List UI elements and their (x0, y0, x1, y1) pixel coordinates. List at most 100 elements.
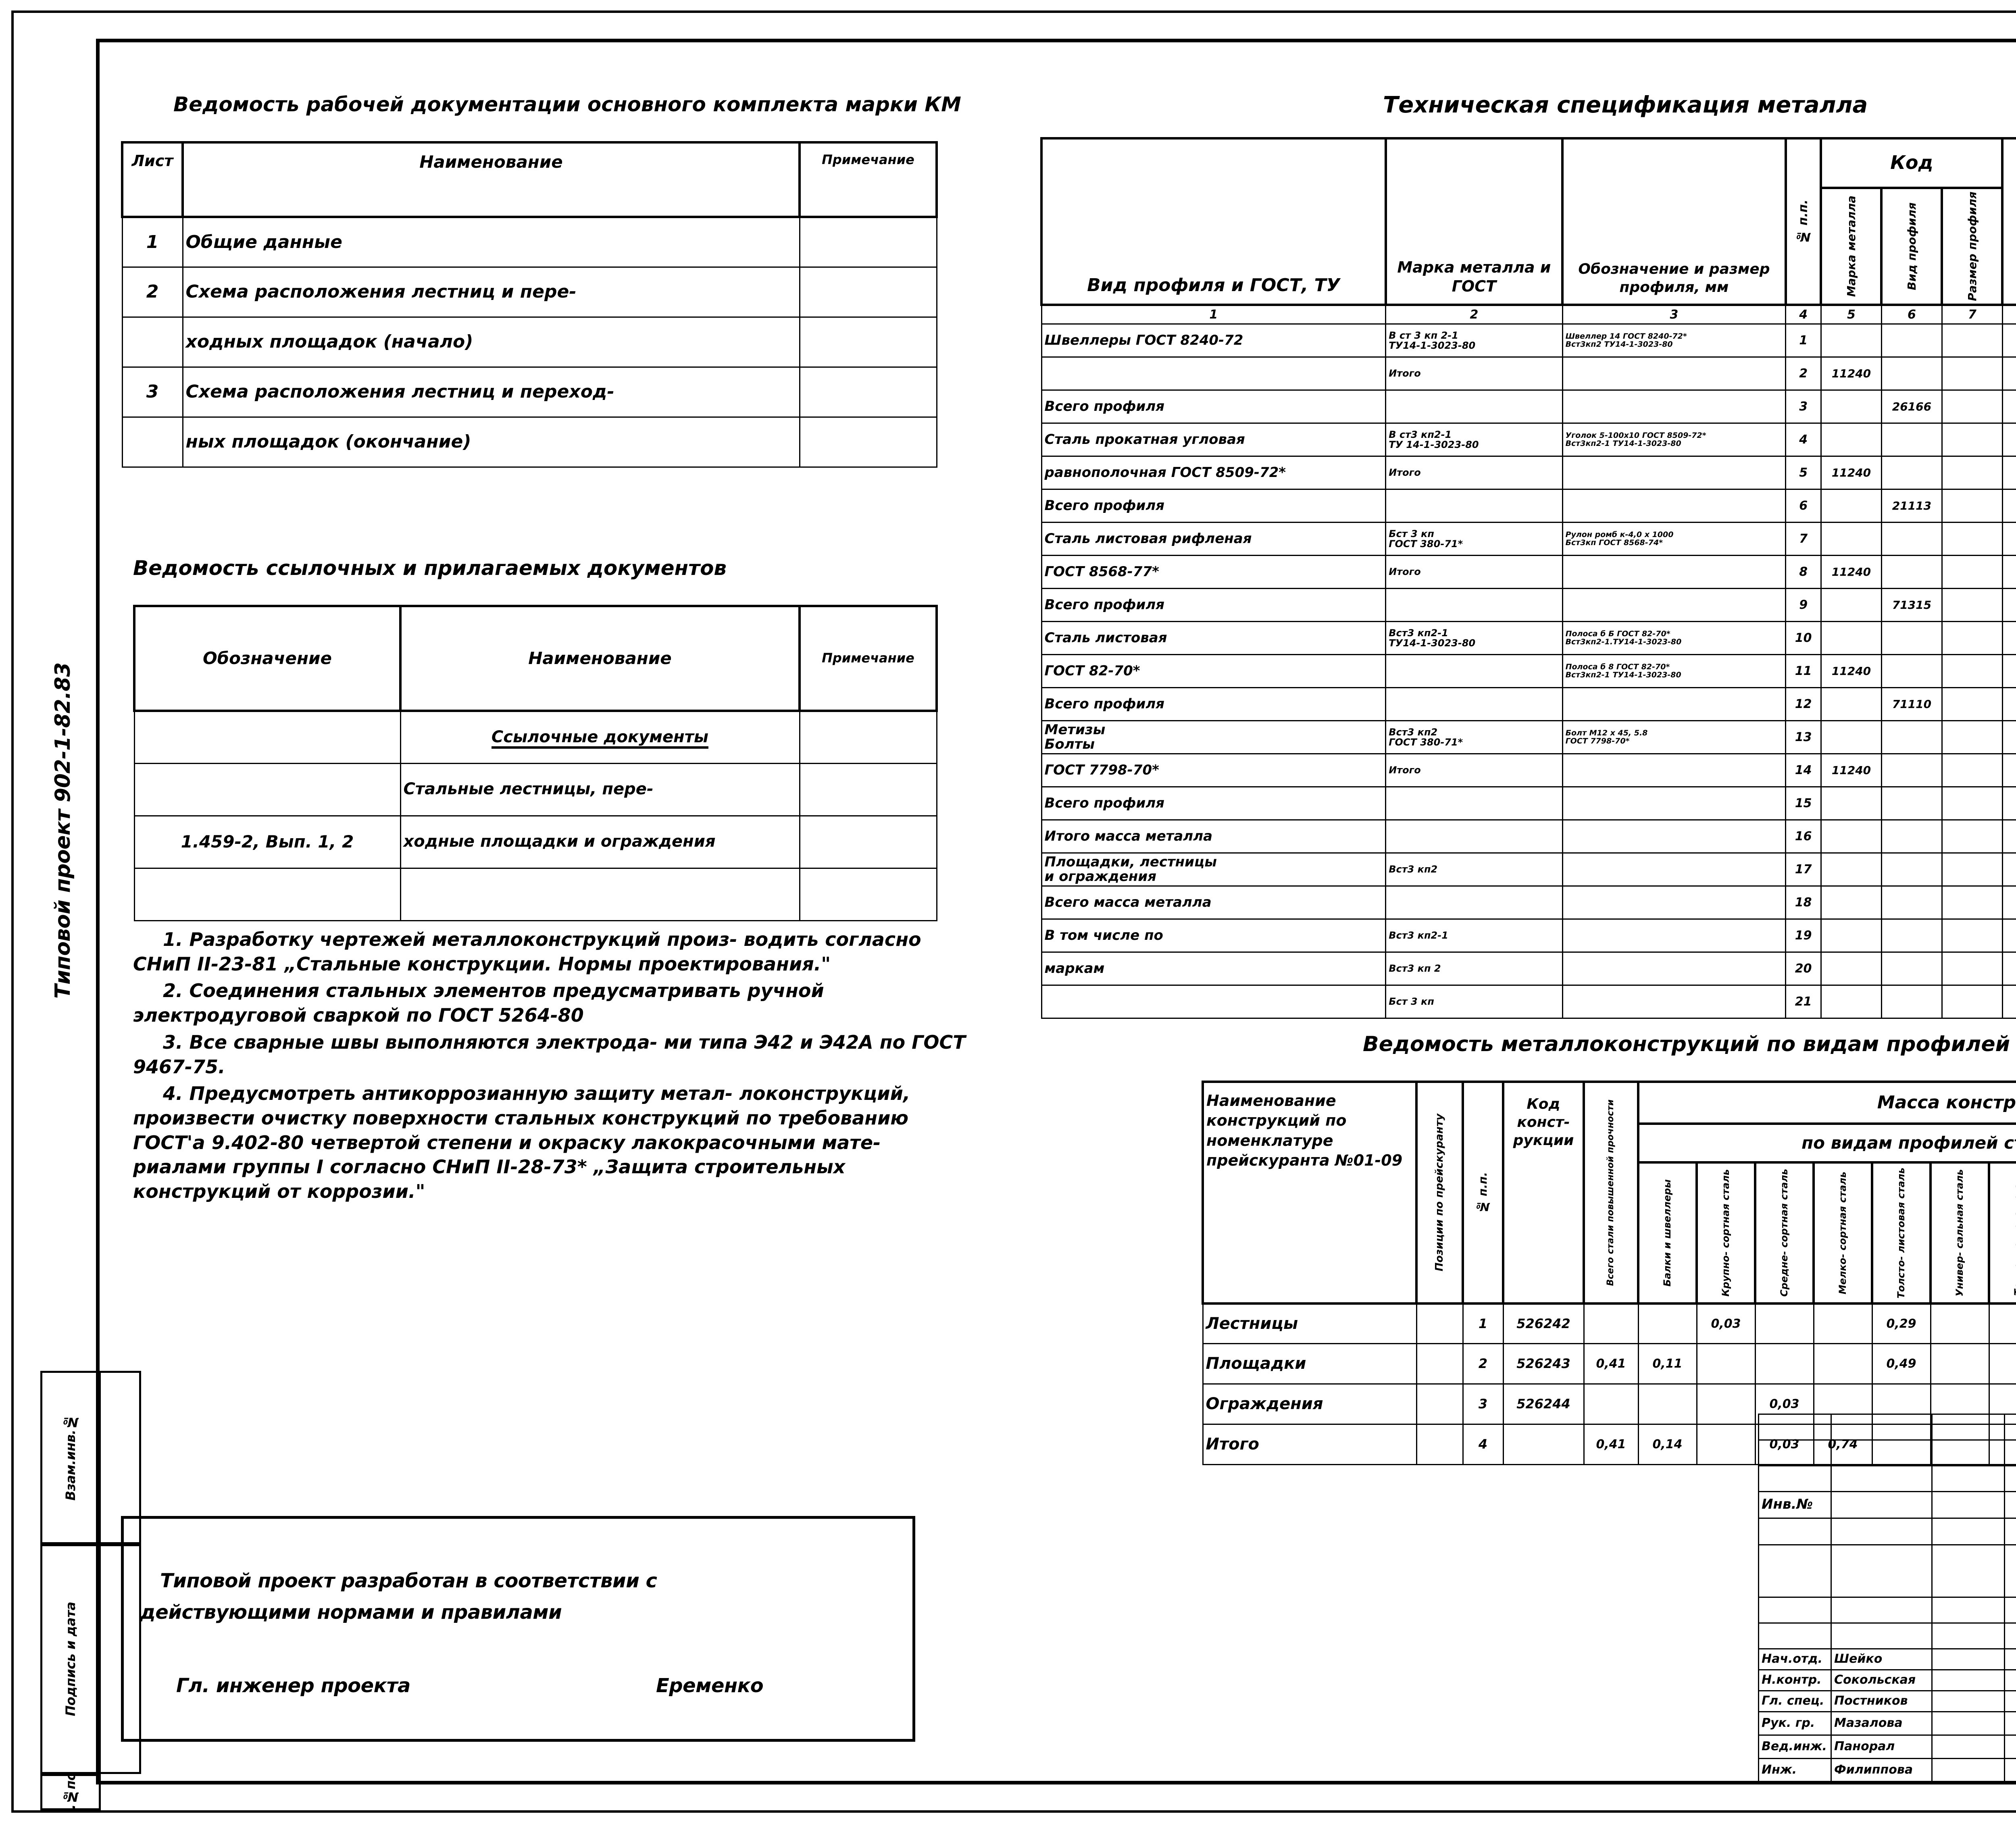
spec-row-mark: Бст 3 кп (1385, 985, 1563, 1019)
spec-row-code-mark (1820, 786, 1882, 821)
spec-row-qty (2001, 819, 2016, 854)
spec-row-code-size (1941, 323, 2003, 358)
ref-row-code: 1.459-2, Вып. 1, 2 (133, 815, 401, 869)
tb-cell (1758, 1544, 1832, 1598)
profile-row-total-hs: 0,41 (1583, 1424, 1639, 1466)
note-paragraph-3: 3. Все сварные швы выполняются электрода… (133, 1031, 966, 1078)
spec-row-profile: Всего профиля (1041, 489, 1387, 523)
signatory-role-0: Нач.отд. (1758, 1648, 1832, 1670)
doc-row-name: Схема расположения лестниц и переход- (182, 366, 800, 418)
tb-cell (2004, 1491, 2016, 1519)
date-cell (2004, 1690, 2016, 1712)
spec-row-qty (2001, 389, 2016, 424)
profile-row-name: Площадки (1202, 1343, 1417, 1385)
spec-row-code-kind (1881, 852, 1943, 887)
spec-row-code-mark (1820, 985, 1882, 1019)
spec-table: Вид профиля и ГОСТ, ТУ Марка металла и Г… (1040, 137, 2016, 1019)
spec-row-desc (1562, 356, 1787, 391)
ref-table: Обозначение Наименование Примечание Ссыл… (133, 605, 938, 921)
tb-cell (1758, 1517, 1832, 1545)
ref-row-name: ходные площадки и ограждения (400, 815, 800, 869)
spec-table-row: Швеллеры ГОСТ 8240-72 В ст 3 кп 2-1 ТУ14-1… (1041, 323, 2016, 358)
spec-row-mark: Итого (1385, 555, 1563, 589)
spec-row-code-mark (1820, 389, 1882, 424)
spec-row-desc (1562, 918, 1787, 953)
spec-row-code-mark (1820, 423, 1882, 457)
note-paragraph-1: 1. Разработку чертежей металлоконструкци… (133, 929, 921, 975)
doc-row-note (799, 366, 937, 418)
spec-row-code-kind: 21113 (1881, 489, 1943, 523)
tb-cell (1931, 1413, 2005, 1441)
spec-row-mark: В ст 3 кп 2-1 ТУ14-1-3023-80 (1385, 323, 1563, 358)
profile-row-univ (1930, 1303, 1990, 1345)
spec-row-np: 8 (1785, 555, 1822, 589)
spec-row-desc (1562, 456, 1787, 490)
spec-row-code-kind (1881, 555, 1943, 589)
profile-header-large: Крупно- сортная сталь (1695, 1161, 1756, 1305)
spec-row-code-mark: 11240 (1820, 356, 1882, 391)
spec-row-desc (1562, 588, 1787, 623)
doc-table-header-note: Примечание (798, 141, 938, 218)
spec-row-mark: Вст3 кп2 ГОСТ 380-71* (1385, 720, 1563, 755)
spec-row-desc: Рулон ромб к-4,0 х 1000 Бст3кп ГОСТ 8568-… (1562, 522, 1787, 556)
spec-table-row: ГОСТ 8568-77*Итого8112400,200,20 (1041, 555, 2016, 589)
spec-row-code-size (1941, 621, 2003, 656)
spec-row-code-mark (1820, 819, 1882, 854)
note-paragraph-2: 2. Соединения стальных элементов предусм… (133, 980, 824, 1027)
spec-row-mark (1385, 588, 1563, 623)
spec-row-mark: Бст 3 кп ГОСТ 380-71* (1385, 522, 1563, 556)
spec-row-code-kind (1881, 720, 1943, 755)
profile-row-position (1416, 1424, 1464, 1466)
signatory-role-4: Вед.инж. (1758, 1734, 1832, 1759)
ref-table-row (133, 867, 937, 921)
profile-row-small (1813, 1343, 1873, 1385)
spec-row-np: 21 (1785, 985, 1822, 1019)
spec-row-desc (1562, 687, 1787, 722)
ref-row-note (799, 710, 937, 764)
spec-row-profile (1041, 985, 1387, 1019)
profile-row-medium (1754, 1343, 1814, 1385)
tb-cell (1931, 1491, 2005, 1519)
spec-row-code-kind (1881, 323, 1943, 358)
spec-row-profile: Площадки, лестницы и ограждения (1041, 852, 1387, 887)
profile-row-name: Ограждения (1202, 1383, 1417, 1425)
spec-row-code-kind (1881, 885, 1943, 920)
profile-row-position (1416, 1303, 1464, 1345)
date-cell (2004, 1648, 2016, 1670)
signatory-name-0: Шейко (1831, 1648, 1933, 1670)
profile-header-by-profile-group: по видам профилей стали (1637, 1122, 2016, 1164)
ref-table-row: Ссылочные документы (133, 710, 937, 764)
spec-row-code-mark (1820, 489, 1882, 523)
signature-cell (1931, 1757, 2005, 1782)
spec-row-desc: Уголок 5-100х10 ГОСТ 8509-72* Вст3кп2-1 … (1562, 423, 1787, 457)
spec-header-np: № п.п. (1784, 137, 1822, 306)
tb-cell (1831, 1491, 1933, 1519)
spec-row-mark: Вст3 кп2-1 (1385, 918, 1563, 953)
profile-row-name: Лестницы (1202, 1303, 1417, 1345)
spec-row-code-kind: 26166 (1881, 389, 1943, 424)
ref-row-name: Стальные лестницы, пере- (400, 762, 800, 816)
spec-col-number: 3 (1562, 304, 1787, 325)
spec-row-qty (2001, 885, 2016, 920)
tb-cell (2004, 1596, 2016, 1624)
spec-row-code-mark (1820, 852, 1882, 887)
spec-row-code-size (1941, 389, 2003, 424)
spec-row-mark (1385, 687, 1563, 722)
spec-row-code-size (1941, 753, 2003, 788)
spec-row-profile: Всего масса металла (1041, 885, 1387, 920)
profile-header-thick: Толсто- листовая сталь (1871, 1161, 1932, 1305)
profile-row-large (1696, 1424, 1756, 1466)
spec-row-code-kind (1881, 654, 1943, 689)
spec-row-profile (1041, 356, 1387, 391)
doc-table-title: Ведомость рабочей документации основного… (173, 93, 961, 116)
profile-header-position: Позиции по прейскуранту (1415, 1081, 1464, 1305)
spec-row-code-size (1941, 918, 2003, 953)
profile-row-thin (1988, 1343, 2016, 1385)
spec-row-code-kind (1881, 423, 1943, 457)
tb-cell (1758, 1596, 1832, 1624)
spec-row-desc: Полоса б Б ГОСТ 82-70* Вст3кп2-1.ТУ14-1-3… (1562, 621, 1787, 656)
spec-row-qty (2001, 423, 2016, 457)
spec-row-code-kind (1881, 356, 1943, 391)
tb-cell (1931, 1465, 2005, 1492)
profile-row-np: 1 (1462, 1303, 1504, 1345)
